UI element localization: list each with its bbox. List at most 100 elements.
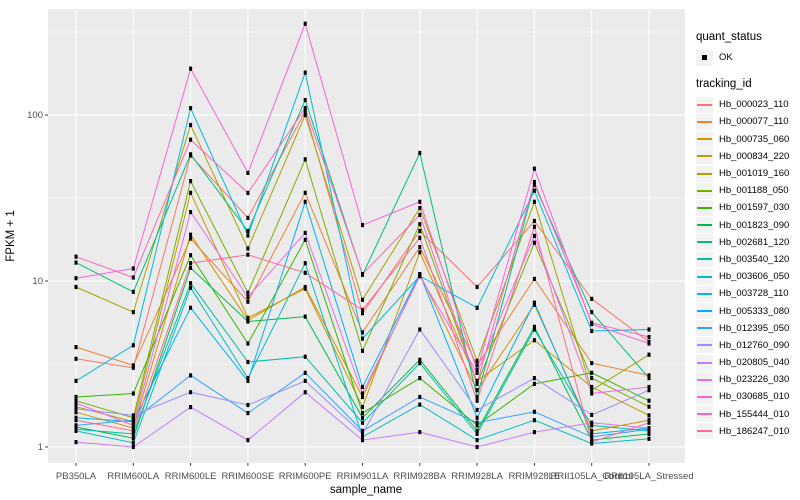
data-point (246, 215, 250, 220)
data-point (189, 281, 193, 286)
legend-key (696, 285, 713, 302)
data-point (246, 341, 250, 346)
line-swatch-icon (697, 206, 712, 209)
legend-item-tracking-id: Hb_155444_010 (696, 406, 789, 423)
data-point (303, 190, 307, 195)
data-point (189, 253, 193, 258)
data-point (532, 324, 536, 329)
data-point (303, 230, 307, 235)
data-point (475, 415, 479, 420)
data-point (246, 378, 250, 383)
legend-label: Hb_012395_050 (719, 322, 790, 334)
data-point (532, 430, 536, 435)
data-point (74, 415, 78, 420)
legend-title-quant-status: quant_status (696, 31, 762, 43)
data-point (189, 373, 193, 378)
data-point (532, 381, 536, 386)
legend-label: Hb_020805_040 (719, 357, 790, 369)
legend-key (696, 371, 713, 388)
legend-item-tracking-id: Hb_000834_220 (696, 148, 789, 165)
legend-key (696, 217, 713, 234)
data-point (475, 305, 479, 310)
data-point (590, 440, 594, 445)
legend-label: Hb_000023_110 (719, 99, 789, 111)
x-tick-label: PB350LA (56, 471, 97, 482)
data-point (189, 285, 193, 290)
data-point (189, 261, 193, 266)
legend-key (696, 148, 713, 165)
data-point (647, 426, 651, 431)
data-point (418, 245, 422, 250)
legend-key (696, 303, 713, 320)
data-point (532, 240, 536, 245)
legend-key (696, 251, 713, 268)
line-swatch-icon (697, 155, 712, 158)
line-swatch-icon (697, 224, 712, 227)
data-point (532, 224, 536, 229)
legend-label: Hb_001019_160 (719, 168, 790, 180)
data-point (418, 206, 422, 211)
data-point (590, 431, 594, 436)
legend-label: Hb_003540_120 (719, 253, 790, 265)
data-point (475, 370, 479, 375)
data-point (647, 352, 651, 357)
data-point (74, 410, 78, 415)
data-point (74, 378, 78, 383)
data-point (74, 400, 78, 406)
y-tick-label: 1 (38, 442, 43, 453)
data-point (647, 404, 651, 409)
legend-label: Hb_023226_030 (719, 374, 790, 386)
data-point (532, 327, 536, 332)
legend-key (696, 388, 713, 405)
data-point (532, 276, 536, 281)
data-point (590, 384, 594, 390)
data-point (303, 199, 307, 204)
data-point (532, 166, 536, 171)
data-point (303, 157, 307, 162)
data-point (532, 182, 536, 187)
data-point (74, 284, 78, 290)
data-point (590, 296, 594, 301)
data-point (361, 415, 364, 420)
data-point (131, 426, 135, 431)
data-point (246, 295, 250, 300)
x-tick-label: RRIM928BA (393, 471, 446, 482)
legend-key (696, 96, 713, 113)
data-point (303, 70, 307, 75)
data-point (131, 428, 135, 433)
legend: quant_status OK tracking_id Hb_000023_11… (696, 31, 789, 440)
point-marker-icon (702, 55, 707, 60)
data-point (590, 428, 594, 433)
line-swatch-icon (697, 310, 712, 313)
data-point (647, 341, 651, 346)
data-point (74, 345, 78, 350)
data-point (647, 413, 651, 418)
data-point (590, 361, 594, 366)
data-point (131, 365, 135, 370)
data-point (74, 398, 78, 403)
y-axis-title: FPKM + 1 (5, 210, 17, 261)
data-point (303, 112, 307, 118)
legend-key (696, 268, 713, 285)
y-tick-label: 100 (27, 110, 43, 121)
legend-item-tracking-id: Hb_001019_160 (696, 165, 789, 182)
legend-item-tracking-id: Hb_003540_120 (696, 251, 789, 268)
data-point (647, 327, 651, 332)
legend-label: Hb_005333_080 (719, 305, 790, 317)
data-point (74, 406, 78, 411)
data-point (361, 336, 364, 341)
line-swatch-icon (697, 344, 712, 347)
data-point (361, 411, 364, 416)
data-point (246, 170, 250, 175)
data-point (532, 179, 536, 185)
legend-item-tracking-id: Hb_186247_010 (696, 423, 789, 440)
x-tick-label: RRIM928LE (509, 471, 561, 482)
data-point (647, 436, 651, 441)
data-point (361, 431, 364, 436)
data-point (532, 199, 536, 204)
data-point (590, 391, 594, 396)
legend-key (696, 337, 713, 354)
x-tick-label: RRIM901LA (337, 471, 389, 482)
data-point (475, 423, 479, 428)
